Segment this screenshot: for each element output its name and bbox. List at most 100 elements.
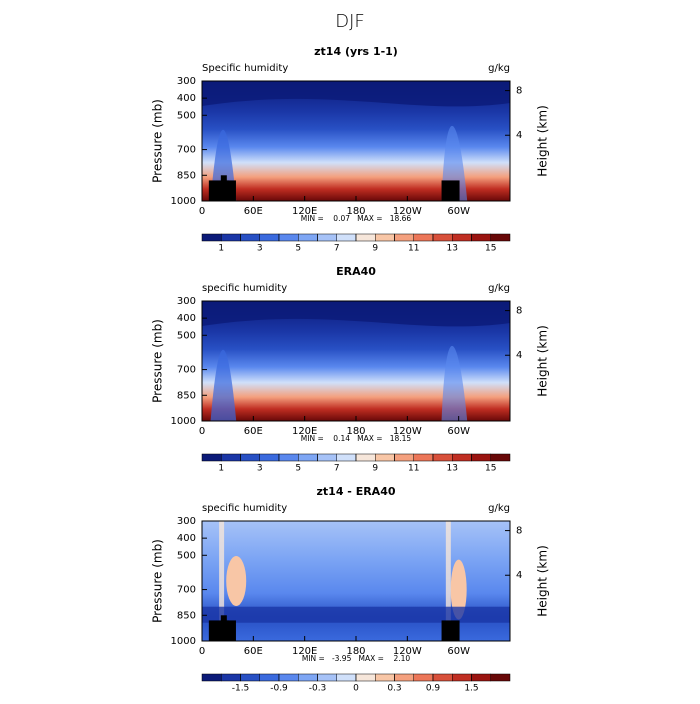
colorbar-label: 11 [408,464,419,474]
contour-feature [226,556,247,606]
colorbar-label: 1.5 [464,684,478,694]
colorbar-label: 15 [485,464,496,474]
y-axis-label: Pressure (mb) [151,319,165,403]
colorbar-box [201,673,222,682]
topography [220,175,227,201]
colorbar-box [432,673,453,682]
x-tick-label: 120E [292,206,317,217]
y2-tick-label: 8 [516,526,522,537]
x-tick-label: 0 [199,206,205,217]
colorbar-box [240,673,260,682]
colorbar-box [278,233,299,242]
x-tick-label: 0 [199,426,205,437]
y-tick-label: 300 [177,76,196,87]
y2-tick-label: 4 [516,130,522,141]
y2-tick-label: 4 [516,350,522,361]
colorbar-box [201,233,222,242]
colorbar-label: 9 [372,464,378,474]
colorbar-box [201,453,222,462]
colorbar-box [432,233,453,242]
colorbar-box [490,673,511,682]
colorbar-box [490,233,511,242]
x-tick-label: 120W [393,646,422,657]
colorbar-box [355,673,376,682]
panel-title: zt14 (yrs 1-1) [314,45,398,58]
panel-left-label: specific humidity [202,283,287,294]
colorbar-box [317,233,337,242]
colorbar-box [452,453,472,462]
y-tick-label: 500 [177,330,196,341]
y-axis-label: Pressure (mb) [151,539,165,623]
colorbar-box [336,233,357,242]
y-tick-label: 300 [177,516,196,527]
x-tick-label: 60W [447,426,470,437]
colorbar-box [240,453,260,462]
y-tick-label: 1000 [171,416,196,427]
y2-axis-label: Height (km) [536,105,550,176]
colorbar-box [394,453,414,462]
colorbar-box [471,453,491,462]
y-tick-label: 850 [177,390,196,401]
y-tick-label: 400 [177,93,196,104]
colorbar-label: 5 [295,244,301,254]
y-tick-label: 850 [177,610,196,621]
x-tick-label: 120W [393,206,422,217]
x-tick-label: 120E [292,426,317,437]
x-tick-label: 60E [244,426,263,437]
colorbar-box [375,673,395,682]
colorbar-box [336,453,357,462]
topography [441,620,460,641]
x-tick-label: 180 [346,206,365,217]
colorbar-box [375,453,395,462]
colorbar-box [240,233,260,242]
colorbar-box [413,233,434,242]
colorbar-label: 0.3 [387,684,401,694]
colorbar-box [259,233,280,242]
colorbar-box [355,233,376,242]
colorbar-label: 0 [353,684,359,694]
x-tick-label: 0 [199,646,205,657]
y-tick-label: 500 [177,550,196,561]
colorbar-box [317,673,337,682]
colorbar-label: 13 [447,464,458,474]
colorbar-box [355,453,376,462]
x-tick-label: 60W [447,646,470,657]
colorbar-box [394,673,414,682]
topography [225,180,236,201]
colorbar-box [336,673,357,682]
colorbar-label: 0.9 [426,684,441,694]
colorbar-box [298,233,318,242]
colorbar-label: 9 [372,244,378,254]
y2-tick-label: 4 [516,570,522,581]
y-tick-label: 850 [177,170,196,181]
panel-title: zt14 - ERA40 [317,485,396,498]
colorbar-label: 15 [485,244,496,254]
colorbar-box [278,673,299,682]
y-tick-label: 700 [177,585,196,596]
x-tick-label: 180 [346,426,365,437]
panel-left-label: specific humidity [202,503,287,514]
figure-title: DJF [335,11,365,32]
colorbar-label: -0.9 [270,684,288,694]
y-tick-label: 700 [177,145,196,156]
topography [441,180,460,201]
colorbar-box [259,453,280,462]
colorbar-box [413,673,434,682]
colorbar-label: 1 [218,464,224,474]
x-tick-label: 60W [447,206,470,217]
colorbar-label: 11 [408,244,419,254]
contour-feature [219,521,225,641]
y2-axis-label: Height (km) [536,545,550,616]
colorbar-box [317,453,337,462]
x-tick-label: 60E [244,646,263,657]
colorbar-box [394,233,414,242]
colorbar-label: 7 [334,244,340,254]
colorbar-box [259,673,280,682]
colorbar-box [298,673,318,682]
colorbar-box [432,453,453,462]
x-tick-label: 60E [244,206,263,217]
colorbar-label: 7 [334,464,340,474]
topography [225,620,236,641]
contour-feature [210,349,237,421]
